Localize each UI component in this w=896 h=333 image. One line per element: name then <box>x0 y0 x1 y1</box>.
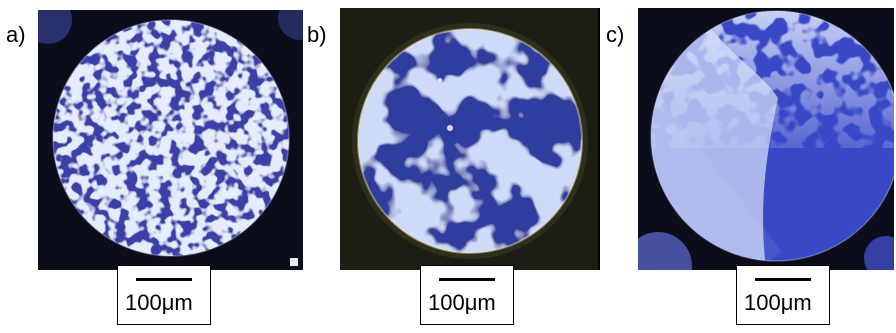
scale-label-b: 100μm <box>428 290 496 315</box>
scale-bar-c <box>755 278 811 281</box>
scale-bar-a <box>136 278 192 281</box>
micrograph-c-image <box>638 8 894 270</box>
scale-bar-box-c: 100μm <box>736 265 830 325</box>
scale-bar-b <box>439 278 495 281</box>
panel-b-label: b) <box>307 22 327 47</box>
scale-bar-box-b: 100μm <box>420 265 514 325</box>
micrograph-b <box>340 8 600 270</box>
scale-label-c: 100μm <box>744 290 812 315</box>
micrograph-c <box>638 8 894 270</box>
panel-c-label: c) <box>606 22 625 47</box>
scale-label-a: 100μm <box>125 290 193 315</box>
micrograph-a-image <box>38 10 303 270</box>
micrograph-a <box>38 10 303 270</box>
panel-a-label: a) <box>6 22 26 47</box>
micrograph-b-image <box>340 8 600 270</box>
scale-bar-box-a: 100μm <box>117 265 211 325</box>
